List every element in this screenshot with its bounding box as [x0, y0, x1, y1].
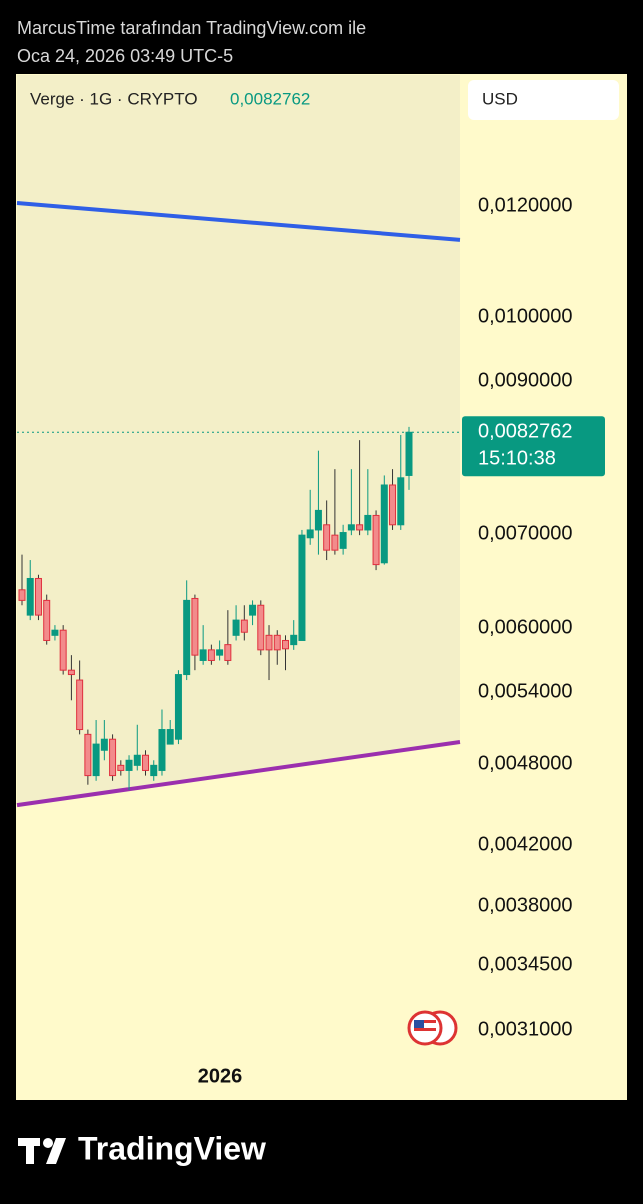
y-tick-label: 0,0034500 [478, 953, 573, 975]
candle-body [364, 514, 372, 531]
candle-body [174, 674, 182, 740]
candle-body [18, 589, 26, 601]
candle-body [323, 524, 331, 551]
candle-body [117, 764, 125, 771]
y-tick-label: 0,0048000 [478, 752, 573, 774]
candle-body [389, 484, 397, 526]
candle-body [150, 764, 158, 777]
y-tick-label: 0,0090000 [478, 370, 573, 392]
candle-body [257, 604, 265, 651]
last-price-label: 0,0082762 [478, 421, 573, 443]
y-tick-label: 0,0120000 [478, 194, 573, 216]
candle-body [92, 743, 100, 777]
x-tick-label: 2026 [198, 1065, 243, 1087]
candle-body [125, 759, 133, 771]
candle-body [249, 604, 257, 616]
candle-body [372, 514, 380, 566]
candle-body [183, 599, 191, 676]
candle-body [331, 534, 339, 551]
header-price: 0,0082762 [230, 89, 310, 108]
candle-body [339, 532, 347, 549]
candle-body [405, 431, 413, 476]
candle-body [166, 729, 174, 745]
candle-body [216, 649, 224, 656]
symbol: Verge · 1G · CRYPTO [30, 89, 198, 108]
flag-icons [407, 1010, 458, 1046]
candle-body [133, 754, 141, 766]
y-tick-label: 0,0042000 [478, 834, 573, 856]
candle-body [59, 629, 67, 671]
y-tick-label: 0,0031000 [478, 1019, 573, 1041]
candle-body [76, 679, 84, 731]
plot-shade [17, 75, 460, 806]
timestamp: Oca 24, 2026 03:49 UTC-5 [17, 46, 233, 66]
candle-body [142, 754, 150, 771]
trendline [16, 740, 461, 808]
candle-body [397, 477, 405, 526]
candle-body [224, 644, 232, 661]
y-tick-label: 0,0038000 [478, 895, 573, 917]
candle-body [265, 634, 273, 651]
candle-body [67, 669, 75, 676]
candle-body [232, 619, 240, 636]
candle-body [199, 649, 207, 661]
candle-body [281, 639, 289, 650]
candle-body [34, 577, 42, 616]
candle-body [290, 634, 298, 646]
trendline [16, 200, 461, 242]
brand-logo [18, 1138, 66, 1164]
y-tick-label: 0,0060000 [478, 616, 573, 638]
brand: TradingView [78, 1130, 266, 1166]
candle-body [298, 534, 306, 641]
candle-body [207, 649, 215, 661]
y-tick-label: 0,0070000 [478, 523, 573, 545]
candle-body [380, 484, 388, 564]
candle-body [43, 599, 51, 641]
y-tick-label: 0,0054000 [478, 681, 573, 703]
currency[interactable]: USD [482, 89, 518, 108]
candle-body [51, 629, 59, 636]
candle-body [84, 733, 92, 777]
plot [16, 75, 461, 808]
candle-body [314, 509, 322, 531]
y-tick-label: 0,0100000 [478, 305, 573, 327]
candle-body [273, 634, 281, 651]
countdown: 15:10:38 [478, 448, 556, 470]
candle-body [191, 597, 199, 656]
candle-body [109, 738, 117, 777]
candle-body [100, 738, 108, 751]
candle-body [356, 524, 364, 531]
candle-body [158, 729, 166, 771]
last-price-box [462, 416, 605, 477]
candle-body [306, 529, 314, 539]
attribution: MarcusTime tarafından TradingView.com il… [17, 18, 366, 38]
candle-body [26, 577, 34, 616]
candle-body [240, 619, 248, 633]
currency-button[interactable] [468, 80, 619, 120]
candle-body [347, 524, 355, 531]
